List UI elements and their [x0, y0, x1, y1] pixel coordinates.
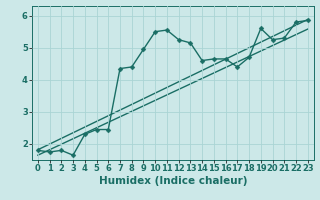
X-axis label: Humidex (Indice chaleur): Humidex (Indice chaleur): [99, 176, 247, 186]
